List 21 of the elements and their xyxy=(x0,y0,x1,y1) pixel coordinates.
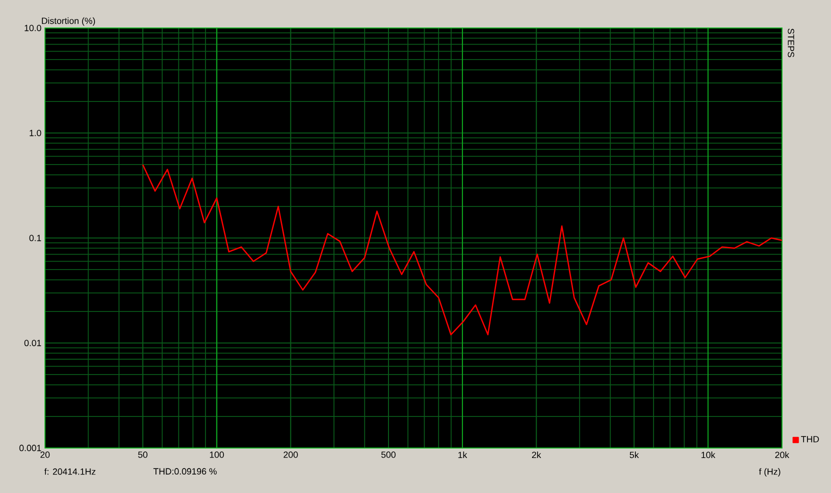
y-tick-label: 0.001 xyxy=(19,444,42,452)
x-tick-label: 10k xyxy=(702,452,716,458)
y-tick-label: 1.0 xyxy=(30,130,42,136)
x-tick-label: 200 xyxy=(284,452,298,458)
x-tick-label: 100 xyxy=(210,452,224,458)
x-tick-label: 5k xyxy=(630,452,639,458)
x-tick-label: 50 xyxy=(138,452,148,458)
x-tick-label: 20 xyxy=(40,452,50,458)
legend-label: THD xyxy=(801,436,819,442)
x-axis-title: f (Hz) xyxy=(759,468,780,477)
x-tick-label: 2k xyxy=(532,452,542,458)
y-tick-label: 10.0 xyxy=(24,24,42,32)
x-tick-label: 500 xyxy=(381,452,396,458)
text: THD:0.09196 % xyxy=(153,468,217,475)
y-tick-label: 0.1 xyxy=(29,234,42,242)
y-tick-label: 0.01 xyxy=(24,340,42,346)
text: f: 20414.1Hz xyxy=(44,468,96,475)
text: STEPS xyxy=(788,28,794,58)
y-axis-title: Distortion (%) xyxy=(42,17,95,26)
x-tick-label: 1k xyxy=(458,452,468,458)
x-tick-label: 20k xyxy=(775,452,790,458)
